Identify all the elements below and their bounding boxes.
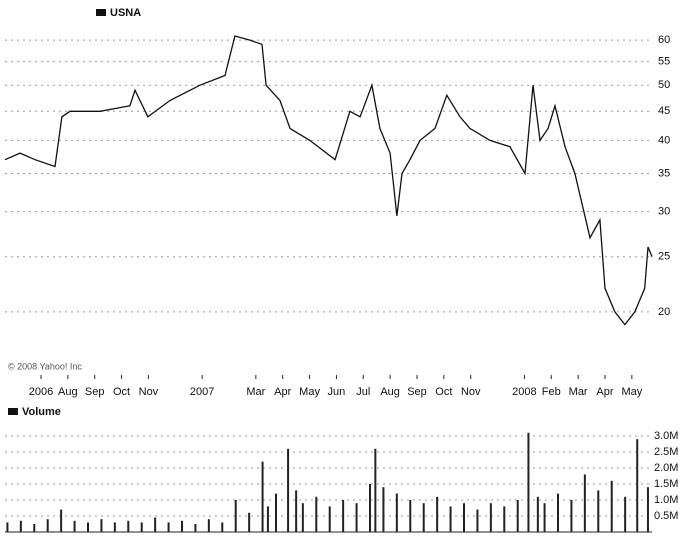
legend-label: Volume [22,406,61,418]
y-tick-label: 20 [658,306,670,318]
volume-bar [167,522,170,532]
volume-bar [636,439,639,532]
x-tick-label: Aug [58,386,78,398]
volume-bar [543,503,546,532]
y-tick-label: 3.0M [654,430,678,442]
volume-bar [516,500,519,532]
volume-bar [570,500,573,532]
y-tick-label: 50 [658,79,670,91]
volume-bar [248,512,251,532]
volume-bar [140,522,143,532]
volume-bar [409,500,412,532]
volume-bar [194,524,197,532]
y-tick-label: 1.5M [654,478,678,490]
volume-bar [315,496,318,532]
x-tick-label: Mar [569,386,588,398]
x-tick-label: Apr [596,386,613,398]
volume-bar [46,519,49,532]
legend-label: USNA [110,7,141,19]
y-tick-label: 1.0M [654,494,678,506]
x-tick-label: 2006 [29,386,53,398]
x-tick-label: 2007 [190,386,214,398]
x-tick-label: 2008 [512,386,536,398]
volume-bar [287,448,290,532]
volume-bar [462,503,465,532]
volume-bar [60,509,63,532]
price-line [4,35,653,326]
volume-bar [395,493,398,532]
volume-bar [342,500,345,532]
volume-bar [19,520,22,532]
volume-bar [33,524,36,532]
volume-bar [556,493,559,532]
volume-bar [422,503,425,532]
volume-bar [436,496,439,532]
volume-bar [536,496,539,532]
volume-bar [266,506,269,532]
x-tick-label: Feb [542,386,561,398]
volume-bar [527,432,530,532]
volume-bar [73,520,76,532]
volume-bar [476,509,479,532]
volume-bar [180,520,183,532]
volume-bar [274,493,277,532]
x-tick-label: Jul [356,386,370,398]
y-tick-label: 35 [658,167,670,179]
y-tick-label: 2.0M [654,462,678,474]
volume-bar [154,517,157,532]
x-tick-label: Mar [246,386,265,398]
copyright: © 2008 Yahoo! Inc [8,361,82,371]
volume-bar [374,448,377,532]
volume-bar [261,461,264,532]
volume-bar [301,503,304,532]
x-tick-label: Sep [407,386,427,398]
x-tick-label: Nov [461,386,481,398]
x-tick-label: Sep [85,386,105,398]
x-tick-label: Oct [113,386,130,398]
volume-bar [368,484,371,532]
volume-bar [489,503,492,532]
volume-bar [127,520,130,532]
x-tick-label: May [621,386,642,398]
y-tick-label: 40 [658,134,670,146]
x-tick-label: May [299,386,320,398]
volume-bar [382,487,385,532]
x-tick-label: Oct [435,386,452,398]
y-tick-label: 55 [658,56,670,68]
volume-bar [597,490,600,532]
x-tick-label: Nov [139,386,159,398]
volume-bar [328,506,331,532]
volume-bar [503,506,506,532]
y-tick-label: 30 [658,206,670,218]
x-tick-label: Apr [274,386,291,398]
volume-bar [113,522,116,532]
volume-bar [234,500,237,532]
x-tick-label: Aug [380,386,400,398]
volume-bar [295,490,298,532]
volume-bar [207,519,210,532]
volume-bar [221,522,224,532]
volume-bar [100,519,103,532]
y-tick-label: 0.5M [654,510,678,522]
volume-bar [624,496,627,532]
volume-bar [583,474,586,532]
y-tick-label: 25 [658,251,670,263]
volume-bar [610,480,613,532]
y-tick-label: 60 [658,34,670,46]
volume-bar [6,522,9,532]
legend-swatch [96,9,106,16]
volume-bar [355,503,358,532]
y-tick-label: 2.5M [654,446,678,458]
x-tick-label: Jun [328,386,346,398]
volume-bar [86,522,89,532]
legend-swatch [8,408,18,415]
y-tick-label: 45 [658,105,670,117]
volume-bar [449,506,452,532]
volume-bar [646,487,649,532]
